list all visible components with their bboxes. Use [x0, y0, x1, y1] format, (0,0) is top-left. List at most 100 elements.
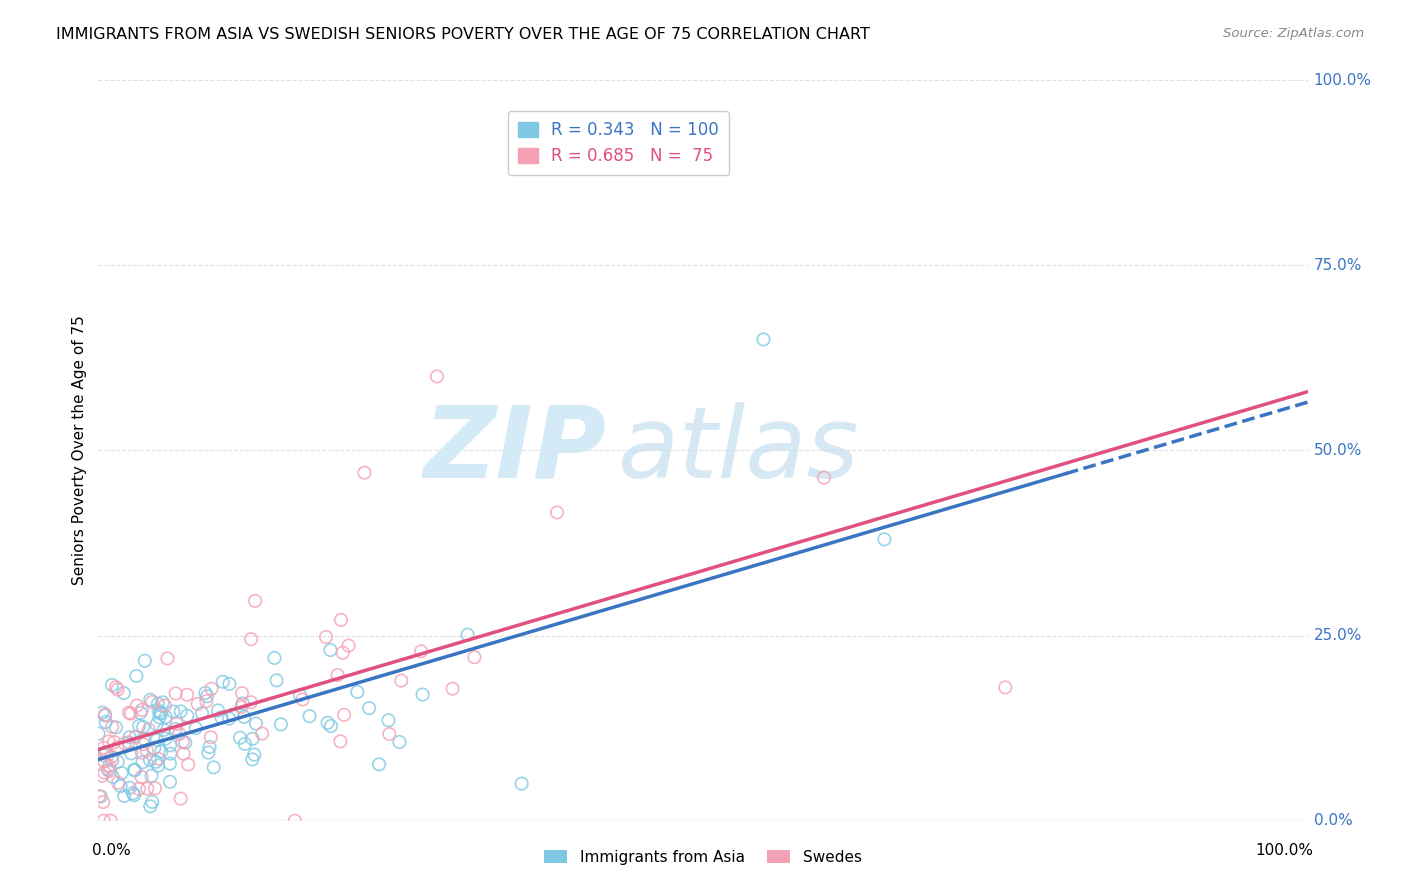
- Text: 0.0%: 0.0%: [93, 843, 131, 858]
- Point: [288, 688, 311, 702]
- Point: [174, 736, 197, 750]
- Point: [240, 752, 263, 766]
- Text: 100.0%: 100.0%: [1313, 73, 1372, 87]
- Point: [91, 769, 114, 783]
- Text: 0.0%: 0.0%: [1313, 814, 1353, 828]
- Point: [233, 737, 256, 751]
- Point: [114, 737, 136, 751]
- Point: [110, 779, 132, 793]
- Point: [118, 735, 141, 749]
- Point: [176, 688, 198, 702]
- Point: [202, 760, 225, 774]
- Point: [197, 746, 219, 760]
- Point: [98, 764, 121, 778]
- Text: Source: ZipAtlas.com: Source: ZipAtlas.com: [1223, 27, 1364, 40]
- Point: [132, 737, 155, 751]
- Point: [101, 754, 124, 768]
- Text: IMMIGRANTS FROM ASIA VS SWEDISH SENIORS POVERTY OVER THE AGE OF 75 CORRELATION C: IMMIGRANTS FROM ASIA VS SWEDISH SENIORS …: [56, 27, 870, 42]
- Point: [101, 720, 124, 734]
- Point: [333, 707, 356, 722]
- Point: [232, 697, 254, 711]
- Point: [266, 673, 288, 688]
- Point: [198, 739, 221, 754]
- Point: [136, 781, 159, 796]
- Point: [118, 706, 141, 720]
- Point: [463, 650, 485, 665]
- Point: [169, 791, 191, 805]
- Point: [233, 710, 256, 724]
- Point: [409, 644, 432, 658]
- Point: [134, 654, 156, 668]
- Point: [90, 789, 112, 804]
- Point: [284, 814, 307, 828]
- Text: atlas: atlas: [619, 402, 860, 499]
- Point: [93, 814, 115, 828]
- Point: [441, 681, 464, 696]
- Point: [994, 681, 1017, 695]
- Point: [200, 731, 222, 745]
- Point: [184, 721, 207, 735]
- Point: [87, 727, 110, 741]
- Point: [148, 704, 170, 718]
- Point: [165, 722, 187, 736]
- Point: [231, 700, 253, 714]
- Point: [510, 776, 533, 791]
- Point: [218, 712, 240, 726]
- Point: [243, 747, 266, 762]
- Point: [87, 789, 110, 803]
- Point: [231, 686, 253, 700]
- Point: [104, 720, 127, 734]
- Text: 75.0%: 75.0%: [1313, 258, 1362, 273]
- Point: [124, 764, 146, 778]
- Point: [162, 705, 184, 719]
- Point: [368, 757, 391, 772]
- Point: [107, 755, 129, 769]
- Point: [412, 688, 434, 702]
- Point: [143, 741, 166, 756]
- Point: [91, 795, 114, 809]
- Point: [270, 717, 292, 731]
- Point: [263, 651, 285, 665]
- Point: [94, 745, 117, 759]
- Point: [125, 698, 148, 713]
- Point: [546, 506, 568, 520]
- Point: [122, 763, 145, 777]
- Text: 50.0%: 50.0%: [1313, 443, 1362, 458]
- Point: [101, 749, 124, 764]
- Point: [243, 594, 266, 608]
- Point: [94, 746, 117, 760]
- Point: [138, 723, 160, 737]
- Point: [316, 715, 339, 730]
- Point: [330, 613, 353, 627]
- Point: [250, 726, 273, 740]
- Point: [141, 769, 163, 783]
- Point: [329, 734, 352, 748]
- Point: [172, 735, 194, 749]
- Point: [156, 651, 179, 665]
- Point: [93, 748, 115, 763]
- Point: [148, 710, 170, 724]
- Point: [139, 692, 162, 706]
- Point: [457, 628, 479, 642]
- Point: [191, 706, 214, 721]
- Point: [93, 754, 115, 768]
- Point: [221, 707, 243, 722]
- Point: [187, 697, 209, 711]
- Point: [337, 639, 360, 653]
- Point: [167, 727, 190, 741]
- Point: [122, 786, 145, 800]
- Point: [752, 333, 775, 347]
- Point: [112, 686, 135, 700]
- Point: [426, 369, 449, 384]
- Point: [135, 743, 157, 757]
- Point: [159, 739, 181, 753]
- Point: [103, 735, 125, 749]
- Point: [200, 681, 222, 696]
- Point: [91, 706, 114, 720]
- Point: [359, 701, 381, 715]
- Point: [194, 686, 217, 700]
- Point: [389, 673, 412, 688]
- Point: [122, 788, 145, 802]
- Point: [94, 714, 117, 729]
- Point: [120, 747, 142, 761]
